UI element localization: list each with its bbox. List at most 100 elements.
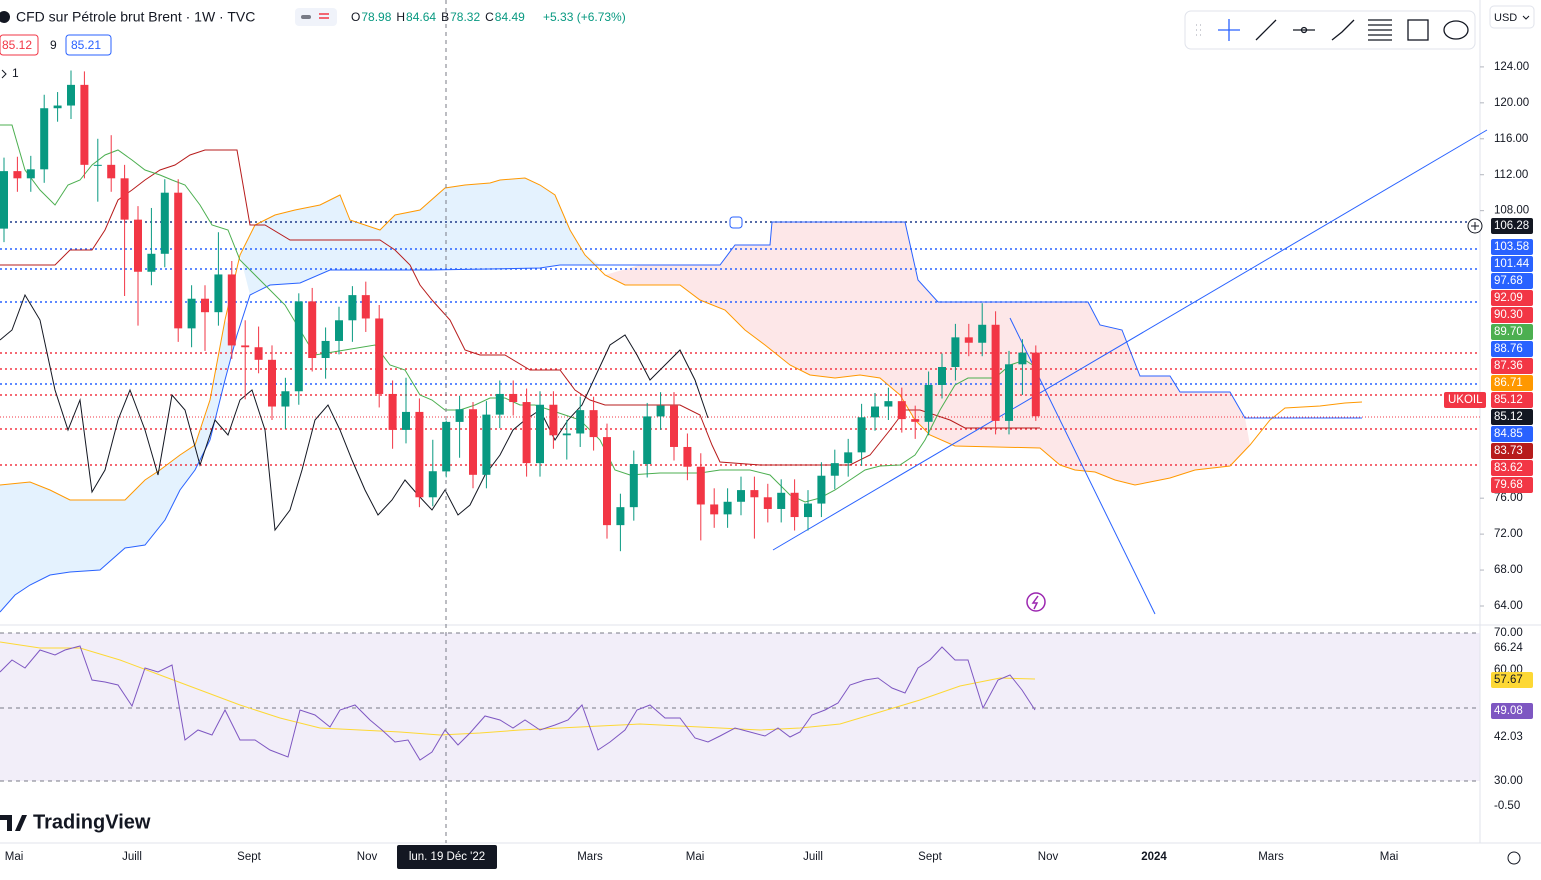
price-tag-bg xyxy=(1491,460,1533,476)
price-tag-bg xyxy=(1491,375,1533,391)
price-tag: 86.71 xyxy=(1494,377,1523,389)
candle-body xyxy=(428,471,437,498)
symbol-title[interactable]: CFD sur Pétrole brut Brent · 1W · TVC xyxy=(16,9,255,25)
candle-body xyxy=(1031,352,1040,417)
time-label: Mai xyxy=(1380,851,1399,863)
rsi-tick-label: 66.24 xyxy=(1494,642,1523,654)
candle-body xyxy=(897,401,906,420)
tool-rect[interactable] xyxy=(1407,19,1429,41)
tool-fib[interactable] xyxy=(1368,19,1392,41)
price-tag-bg xyxy=(1491,392,1533,408)
candle-body xyxy=(254,347,263,360)
tool-ellipse[interactable] xyxy=(1443,20,1469,40)
rsi-tick-label: 42.03 xyxy=(1494,731,1523,743)
tool-trendline[interactable] xyxy=(1255,19,1277,41)
tool-cross[interactable] xyxy=(1218,19,1240,41)
cloud-bear xyxy=(605,222,1250,485)
y-tick-label: 116.00 xyxy=(1494,133,1528,145)
brand-logo xyxy=(0,815,27,831)
candle-body xyxy=(361,295,370,319)
candle-body xyxy=(120,178,129,220)
rsi-band xyxy=(0,633,1480,781)
candle-body xyxy=(589,410,598,438)
candle-body xyxy=(857,417,866,453)
trendline-up[interactable] xyxy=(772,129,1488,551)
candle-body xyxy=(455,409,464,422)
price-tag-bg xyxy=(1491,256,1533,272)
candle-body xyxy=(911,419,920,422)
candle-body xyxy=(951,337,960,367)
candle-body xyxy=(335,320,343,341)
candle-body xyxy=(763,497,772,509)
rsi-tag: 49.08 xyxy=(1494,705,1523,717)
time-label: Nov xyxy=(357,851,378,863)
settings-icon[interactable] xyxy=(1507,851,1521,865)
candle-body xyxy=(268,359,276,407)
candle-body xyxy=(643,416,652,465)
candle-body xyxy=(683,446,692,467)
candle-body xyxy=(964,337,973,343)
visibility-pill[interactable] xyxy=(295,8,337,26)
price-tag-bg xyxy=(1491,477,1533,493)
candle-body xyxy=(53,105,62,109)
candle-body xyxy=(871,406,879,418)
price-tag: 90.30 xyxy=(1494,309,1523,321)
line-handle[interactable] xyxy=(729,216,743,229)
price-tag: 88.76 xyxy=(1494,343,1523,355)
price-tag: 85.12 xyxy=(1494,411,1523,423)
y-tick-label: 72.00 xyxy=(1494,528,1523,540)
candle-body xyxy=(991,324,1000,421)
candles xyxy=(0,70,1040,552)
candle-body xyxy=(147,253,156,272)
candle-body xyxy=(830,463,839,476)
candle-body xyxy=(321,340,330,359)
candle-body xyxy=(924,384,933,422)
tenkan xyxy=(0,124,1041,503)
candle-body xyxy=(93,164,102,166)
y-tick-label: 124.00 xyxy=(1494,61,1529,73)
drawing-toolbar xyxy=(1184,10,1476,50)
price-tag-bg xyxy=(1491,218,1533,234)
price-tag: 97.68 xyxy=(1494,275,1523,287)
candle-body xyxy=(737,490,745,502)
time-label: Juill xyxy=(122,851,142,863)
candle-body xyxy=(562,433,571,436)
candle-body xyxy=(616,507,625,526)
y-tick-label: 76.00 xyxy=(1494,492,1523,504)
currency-button[interactable] xyxy=(1489,5,1535,29)
currency[interactable]: USD xyxy=(1494,12,1517,24)
candle-body xyxy=(375,318,384,394)
candle-body xyxy=(174,192,183,329)
candle-body xyxy=(281,391,290,407)
indicator-value: 85.12 xyxy=(2,38,32,52)
time-label: 2024 xyxy=(1141,851,1167,863)
collapse-icon[interactable] xyxy=(1,69,7,79)
candle-body xyxy=(241,345,250,348)
price-tag: 83.62 xyxy=(1494,462,1523,474)
price-tag: 79.68 xyxy=(1494,479,1523,491)
candle-body xyxy=(817,475,826,504)
price-tag-bg xyxy=(1491,273,1533,289)
tool-path[interactable] xyxy=(1331,19,1355,41)
price-tag: 103.58 xyxy=(1494,241,1529,253)
candle-body xyxy=(670,405,678,447)
candle-body xyxy=(603,437,611,526)
event-icon[interactable] xyxy=(1026,592,1046,612)
tool-hline-dot xyxy=(1300,26,1308,34)
ohlc-key: B xyxy=(441,10,449,24)
add-alert-plus xyxy=(1471,222,1479,230)
ohlc-value: 84.64 xyxy=(406,10,436,24)
indicator-value: 85.21 xyxy=(71,38,101,52)
rsi-guides xyxy=(0,632,1480,782)
price-tag: 87.36 xyxy=(1494,360,1523,372)
candle-body xyxy=(187,298,196,329)
price-tag-bg xyxy=(1491,426,1533,442)
candle-body xyxy=(348,295,357,321)
ohlc-key: C xyxy=(485,10,494,24)
time-label: Sept xyxy=(918,851,942,863)
rsi-line xyxy=(0,645,1036,761)
candle-body xyxy=(790,492,799,518)
y-tick-label: 108.00 xyxy=(1494,205,1529,217)
candle-body xyxy=(804,503,812,518)
wave-icon xyxy=(319,13,329,19)
